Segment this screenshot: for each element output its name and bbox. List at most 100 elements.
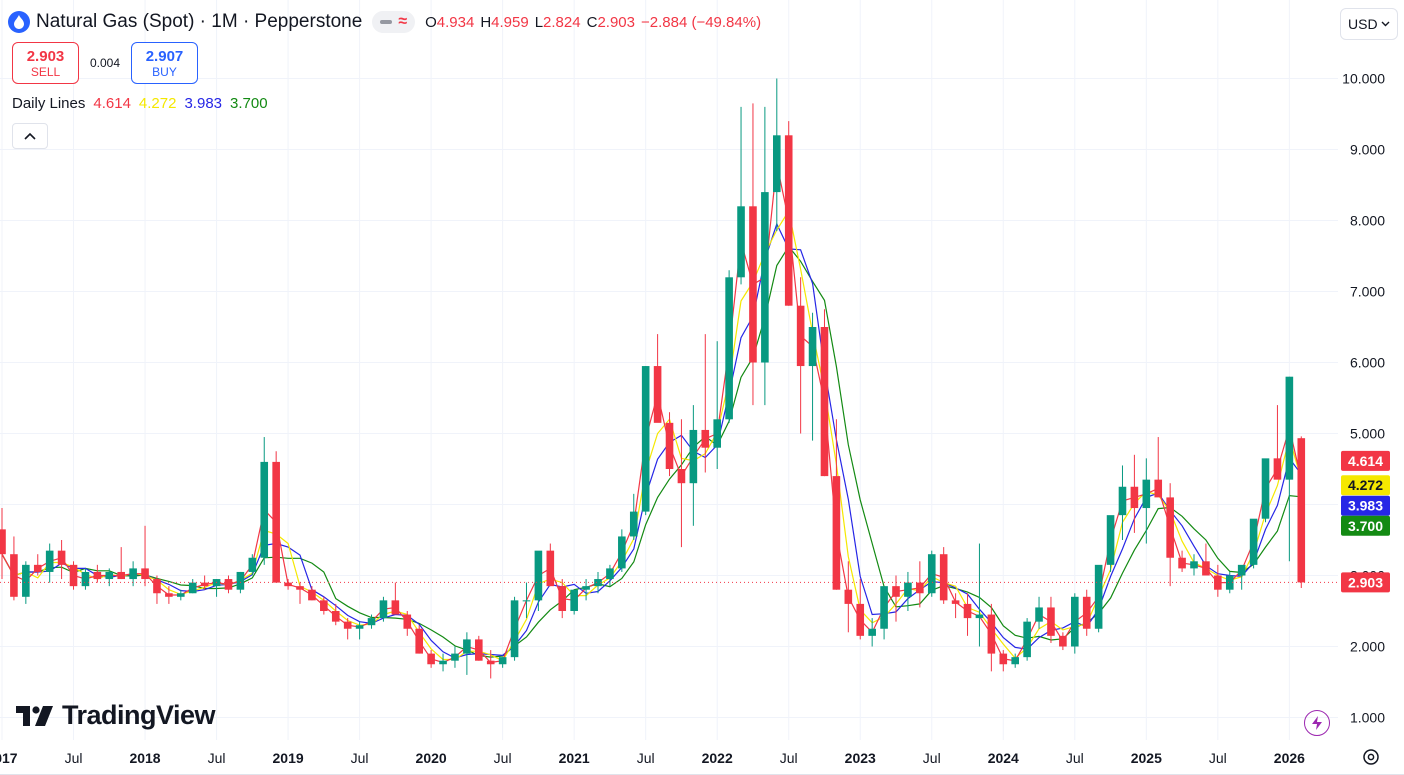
- candle[interactable]: [379, 600, 388, 619]
- candle[interactable]: [713, 419, 721, 448]
- candle[interactable]: [57, 550, 66, 565]
- candle[interactable]: [1297, 438, 1306, 583]
- candle[interactable]: [1059, 635, 1067, 647]
- buy-button[interactable]: 2.907 BUY: [131, 42, 198, 84]
- candle[interactable]: [165, 593, 173, 597]
- candle[interactable]: [1178, 557, 1186, 569]
- candle[interactable]: [665, 422, 674, 469]
- candle[interactable]: [33, 564, 42, 572]
- candle[interactable]: [725, 277, 733, 420]
- candle[interactable]: [486, 660, 495, 665]
- candle[interactable]: [856, 603, 865, 636]
- candle[interactable]: [1011, 657, 1019, 665]
- candle[interactable]: [463, 639, 471, 654]
- candle[interactable]: [892, 586, 900, 597]
- candle[interactable]: [117, 571, 125, 580]
- candle[interactable]: [272, 461, 280, 583]
- candle[interactable]: [522, 600, 531, 602]
- candle[interactable]: [653, 366, 662, 423]
- candle[interactable]: [641, 366, 650, 512]
- candle[interactable]: [570, 589, 578, 611]
- candle[interactable]: [200, 582, 209, 587]
- candle[interactable]: [1273, 458, 1282, 480]
- candle[interactable]: [987, 614, 996, 654]
- candle[interactable]: [69, 564, 78, 587]
- candle[interactable]: [916, 582, 924, 594]
- candle[interactable]: [773, 135, 781, 193]
- candle[interactable]: [606, 568, 614, 580]
- candle[interactable]: [880, 586, 888, 629]
- candle[interactable]: [1082, 596, 1091, 629]
- candle[interactable]: [1047, 607, 1055, 636]
- candle[interactable]: [904, 582, 912, 597]
- candle[interactable]: [1202, 561, 1210, 576]
- candle[interactable]: [129, 568, 137, 580]
- candle[interactable]: [749, 206, 757, 363]
- candle[interactable]: [260, 461, 269, 558]
- candle[interactable]: [677, 469, 686, 484]
- candle[interactable]: [1071, 596, 1079, 647]
- candle[interactable]: [105, 571, 114, 580]
- candle[interactable]: [475, 639, 483, 661]
- market-status-pill[interactable]: ≈: [372, 11, 416, 33]
- collapse-legend-button[interactable]: [12, 123, 48, 149]
- candle[interactable]: [498, 657, 507, 665]
- indicator-legend[interactable]: Daily Lines 4.614 4.272 3.983 3.700: [12, 95, 268, 112]
- candle[interactable]: [296, 586, 304, 590]
- candle[interactable]: [308, 589, 316, 601]
- candle[interactable]: [784, 135, 793, 306]
- candle[interactable]: [331, 611, 340, 622]
- candle[interactable]: [1214, 575, 1222, 590]
- settings-gear-icon[interactable]: [1360, 746, 1382, 768]
- candle[interactable]: [10, 554, 18, 597]
- candle[interactable]: [701, 429, 710, 448]
- candle[interactable]: [975, 614, 984, 619]
- candle[interactable]: [427, 653, 435, 665]
- candle[interactable]: [45, 550, 54, 572]
- candle[interactable]: [93, 571, 102, 580]
- candle[interactable]: [737, 206, 745, 278]
- candle[interactable]: [618, 536, 626, 569]
- candle[interactable]: [1190, 561, 1198, 569]
- candle[interactable]: [1225, 575, 1234, 590]
- candle[interactable]: [177, 593, 185, 597]
- candle[interactable]: [81, 571, 90, 587]
- candle[interactable]: [510, 600, 519, 658]
- candle[interactable]: [796, 305, 805, 367]
- candle[interactable]: [224, 579, 233, 590]
- candle[interactable]: [629, 511, 638, 537]
- candle[interactable]: [367, 618, 376, 626]
- candle[interactable]: [439, 660, 447, 665]
- candle[interactable]: [1249, 518, 1258, 565]
- candle[interactable]: [844, 589, 853, 604]
- candle[interactable]: [415, 628, 423, 654]
- candle[interactable]: [808, 327, 817, 367]
- currency-selector[interactable]: USD: [1340, 8, 1398, 40]
- candle[interactable]: [951, 600, 960, 604]
- candle[interactable]: [832, 476, 841, 590]
- sell-button[interactable]: 2.903 SELL: [12, 42, 79, 84]
- candle[interactable]: [248, 557, 257, 572]
- flash-icon[interactable]: [1304, 710, 1330, 736]
- candle[interactable]: [1261, 458, 1270, 519]
- candle[interactable]: [1130, 486, 1139, 509]
- candle[interactable]: [868, 628, 876, 636]
- candle[interactable]: [284, 582, 292, 587]
- candle[interactable]: [927, 554, 936, 594]
- candle[interactable]: [391, 600, 400, 615]
- candle[interactable]: [963, 603, 972, 619]
- candle[interactable]: [939, 554, 948, 601]
- candle[interactable]: [1166, 497, 1174, 558]
- candle[interactable]: [546, 550, 555, 587]
- candle[interactable]: [451, 653, 459, 661]
- candle[interactable]: [188, 582, 197, 594]
- candle[interactable]: [141, 568, 149, 580]
- candle[interactable]: [582, 586, 590, 590]
- tradingview-logo[interactable]: TradingView: [16, 700, 216, 731]
- symbol-title[interactable]: Natural Gas (Spot) · 1M · Pepperstone: [36, 11, 363, 32]
- candle[interactable]: [534, 550, 543, 601]
- candle[interactable]: [1118, 486, 1127, 516]
- candle[interactable]: [1142, 479, 1151, 509]
- candle[interactable]: [355, 625, 364, 629]
